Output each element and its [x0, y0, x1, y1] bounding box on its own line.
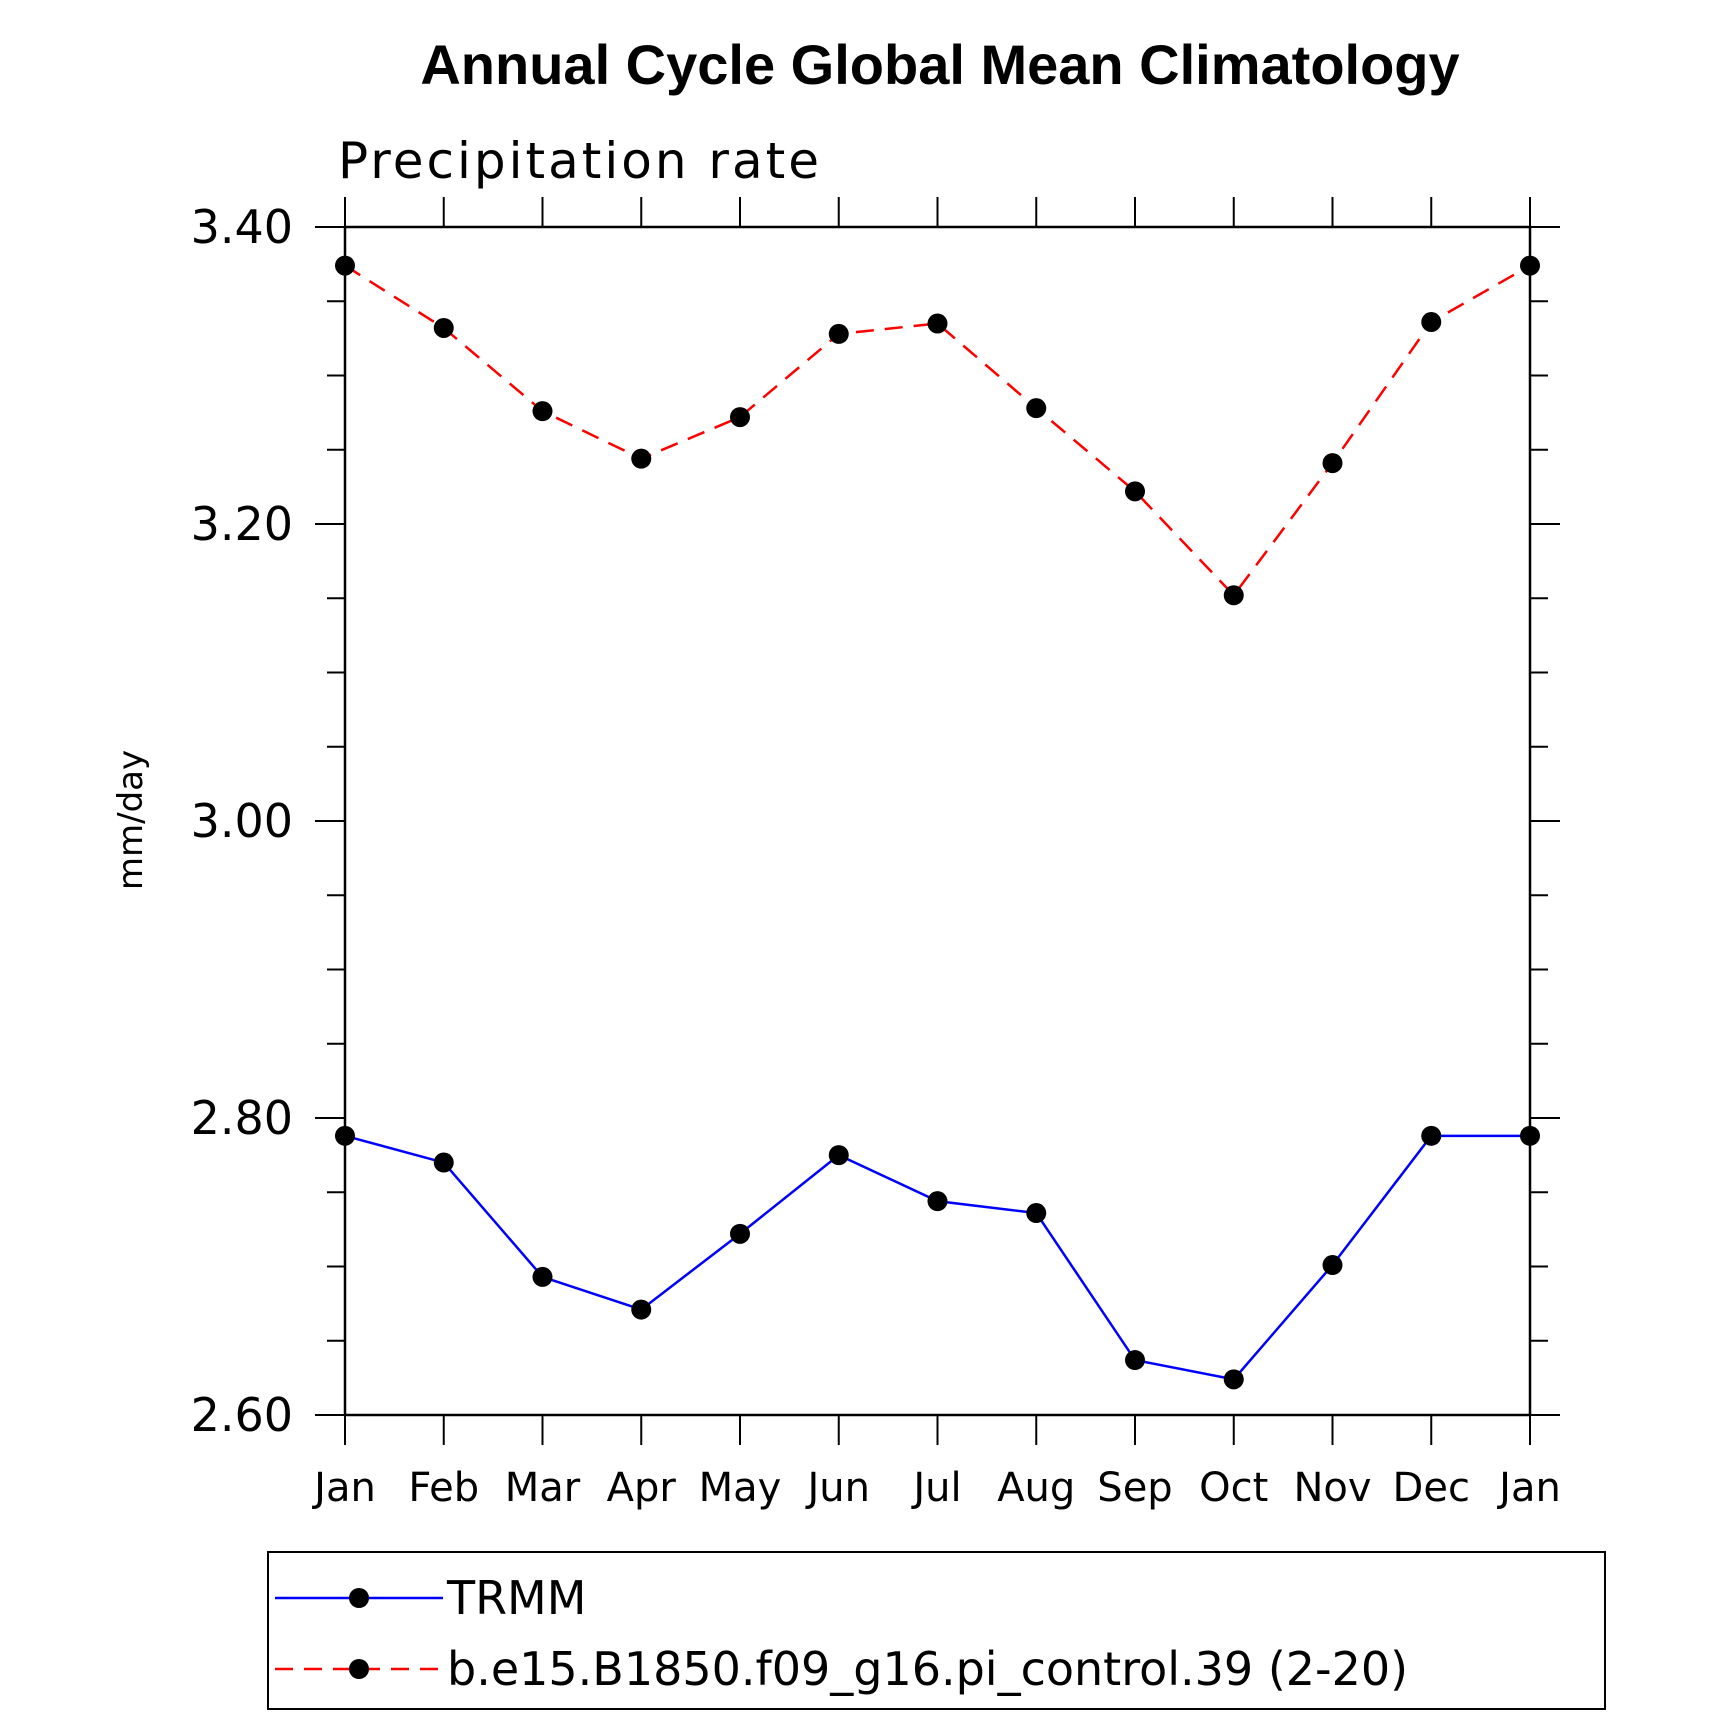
y-tick-label: 2.80 [191, 1091, 293, 1145]
series-0-point [631, 1299, 652, 1320]
series-1-point [631, 448, 652, 469]
axes [315, 197, 1560, 1445]
series-0-point [433, 1152, 454, 1173]
chart-title: Annual Cycle Global Mean Climatology [420, 33, 1459, 96]
tick-labels: 2.60 2.80 3.00 3.20 3.40 Jan Feb Mar Apr May Jun Ju… [191, 200, 1561, 1511]
series-1-point [532, 401, 553, 422]
series-1-point [433, 317, 454, 338]
series-1-point [1322, 453, 1343, 474]
y-tick-label: 2.60 [191, 1388, 293, 1442]
chart-subtitle: Precipitation rate [338, 132, 822, 190]
series-0-point [1322, 1255, 1343, 1276]
series-layer [335, 255, 1540, 1390]
series-0-point [1125, 1350, 1145, 1371]
y-tick-label: 3.40 [191, 200, 293, 254]
y-tick-label: 3.20 [191, 497, 293, 551]
series-0-point [1421, 1125, 1442, 1146]
series-0-point [730, 1223, 750, 1244]
series-0-point [1223, 1369, 1244, 1390]
legend-box [267, 1551, 1606, 1710]
series-0-point [335, 1125, 355, 1146]
series-0-point [828, 1145, 849, 1166]
x-tick-label: Nov [1293, 1465, 1371, 1511]
x-tick-label: Dec [1393, 1465, 1470, 1511]
series-0-point [532, 1266, 553, 1287]
x-tick-label: Feb [408, 1465, 479, 1511]
x-tick-label: Mar [505, 1465, 581, 1511]
x-tick-label: Sep [1097, 1465, 1172, 1511]
series-1-point [1125, 481, 1145, 502]
x-tick-label: Jan [1496, 1465, 1561, 1511]
legend-marker-trmm [349, 1588, 369, 1608]
series-line-0 [344, 1134, 1530, 1381]
legend-marker-model [349, 1659, 369, 1679]
series-1-point [1421, 312, 1442, 333]
x-tick-label: Jun [805, 1465, 871, 1511]
series-1-point [927, 313, 948, 334]
plot-frame [343, 225, 1532, 1417]
series-0-point [927, 1191, 948, 1212]
x-tick-label: Jan [311, 1465, 376, 1511]
legend-label-trmm: TRMM [446, 1571, 586, 1625]
x-tick-label: Aug [997, 1465, 1075, 1511]
legend-label-model: b.e15.B1850.f09_g16.pi_control.39 (2-20) [447, 1642, 1408, 1696]
series-1-point [1223, 585, 1244, 606]
legend: TRMM b.e15.B1850.f09_g16.pi_control.39 (… [267, 1551, 1606, 1710]
x-tick-label: Jul [910, 1465, 961, 1511]
x-tick-label: May [699, 1465, 782, 1511]
series-1-point [730, 407, 750, 428]
x-tick-label: Apr [607, 1465, 677, 1511]
y-axis-label: mm/day [111, 750, 151, 890]
series-1-point [1026, 398, 1047, 419]
x-tick-label: Oct [1199, 1465, 1268, 1511]
series-1-point [1520, 255, 1540, 276]
series-1-point [828, 323, 849, 344]
y-tick-label: 3.00 [191, 794, 293, 848]
series-0-point [1026, 1203, 1047, 1224]
series-1-point [335, 255, 355, 276]
series-0-point [1520, 1125, 1540, 1146]
